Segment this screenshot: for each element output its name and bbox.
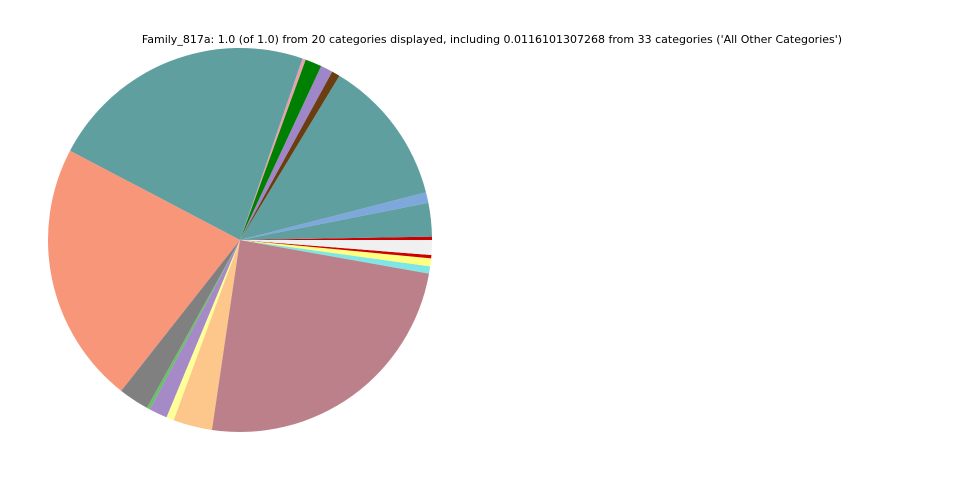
chart-title: Family_817a: 1.0 (of 1.0) from 20 catego… [142, 33, 842, 46]
pie-slice [166, 240, 240, 421]
pie-slice [240, 75, 426, 240]
pie-slice [146, 240, 240, 410]
pie-slice [149, 240, 240, 418]
pie-slice [240, 240, 432, 259]
pie-slice [173, 240, 240, 430]
pie-slice [70, 48, 303, 240]
pie-slice [121, 240, 240, 408]
pie-slice [211, 240, 430, 433]
pie-slice [240, 240, 432, 267]
pie-slice [240, 59, 322, 240]
pie-slice [240, 65, 333, 241]
pie-slice [47, 150, 240, 391]
pie-slice [240, 202, 432, 240]
pie-slice [240, 240, 431, 274]
pie-slice [240, 236, 432, 240]
pie-slice [240, 192, 429, 240]
pie-slice [240, 58, 306, 241]
pie-slice [240, 71, 340, 241]
pie-slice [240, 240, 432, 256]
